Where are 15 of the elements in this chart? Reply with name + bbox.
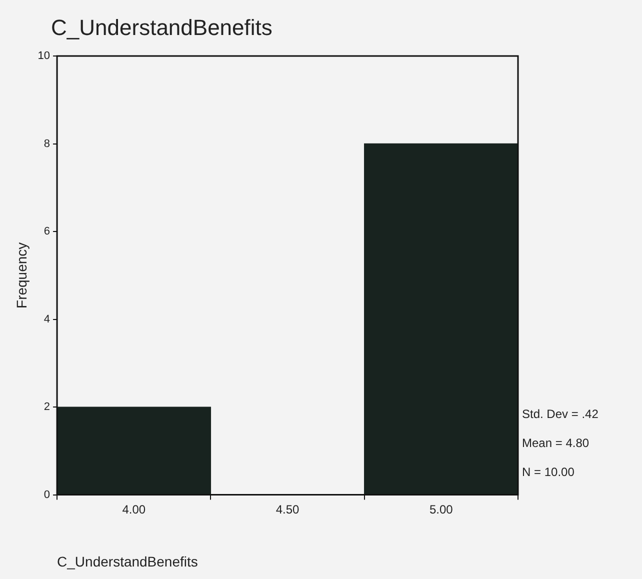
y-tick-label: 10 xyxy=(38,50,50,62)
text: Mean = 4.80 xyxy=(522,436,590,450)
chart-title: C_UnderstandBenefits xyxy=(51,15,272,40)
y-tick-label: 6 xyxy=(44,226,50,238)
y-axis-title: Frequency xyxy=(13,242,30,308)
x-tick-label: 5.00 xyxy=(429,502,454,516)
x-tick-label: 4.00 xyxy=(122,502,146,516)
y-tick-label: 8 xyxy=(44,138,50,150)
y-tick-label: 0 xyxy=(44,488,50,501)
x-tick-label: 4.50 xyxy=(276,502,300,516)
x-axis-title: C_UnderstandBenefits xyxy=(57,553,198,570)
text: Std. Dev = .42 xyxy=(522,407,599,422)
text: N = 10.00 xyxy=(522,465,575,480)
y-tick-label: 4 xyxy=(44,313,50,326)
y-tick-label: 2 xyxy=(44,401,50,414)
